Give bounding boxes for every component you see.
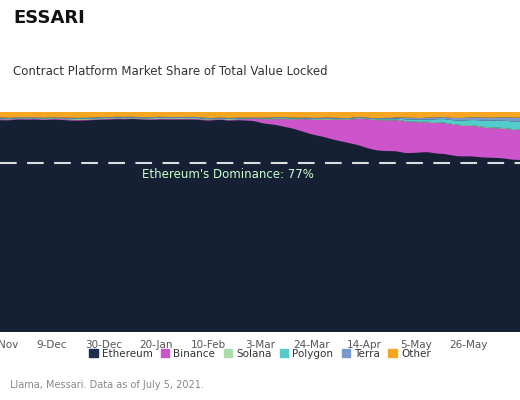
Legend: Ethereum, Binance, Solana, Polygon, Terra, Other: Ethereum, Binance, Solana, Polygon, Terr… — [85, 345, 435, 363]
Text: Contract Platform Market Share of Total Value Locked: Contract Platform Market Share of Total … — [13, 65, 328, 78]
Text: Llama, Messari. Data as of July 5, 2021.: Llama, Messari. Data as of July 5, 2021. — [10, 380, 204, 390]
Text: ESSARI: ESSARI — [13, 9, 85, 27]
Text: Ethereum's Dominance: 77%: Ethereum's Dominance: 77% — [141, 168, 314, 181]
